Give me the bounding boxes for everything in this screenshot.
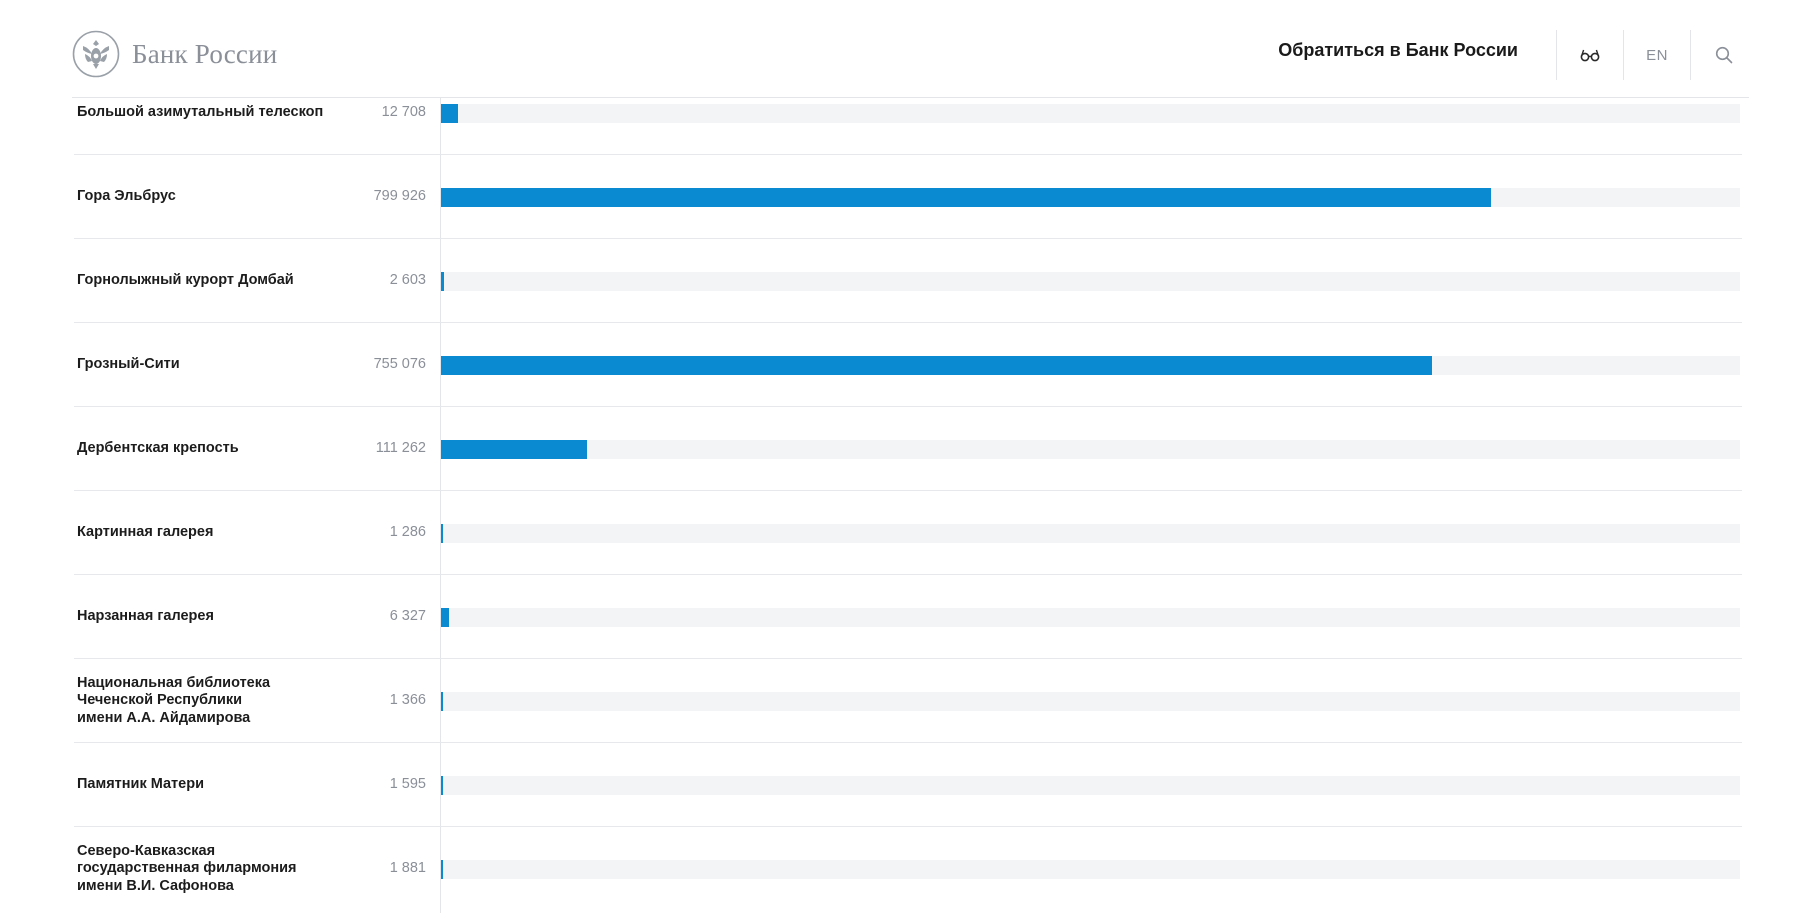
bar (441, 859, 444, 879)
bar (441, 439, 587, 459)
row-label: Картинная галерея (77, 524, 214, 541)
row-value-label: 12 708 (381, 104, 426, 120)
chart-row: Картинная галерея 1 286 (74, 491, 1742, 575)
row-divider (74, 826, 1742, 827)
contact-bank-link[interactable]: Обратиться в Банк России (1278, 40, 1518, 60)
search-icon (1715, 46, 1733, 64)
glasses-icon (1580, 49, 1600, 62)
row-value-label: 6 327 (389, 608, 426, 624)
header-divider (1556, 30, 1557, 80)
row-divider (74, 322, 1742, 323)
row-divider (74, 490, 1742, 491)
row-label: Северо-Кавказская государственная филарм… (77, 842, 297, 894)
row-value-label: 1 881 (389, 860, 426, 876)
row-label: Грозный-Сити (77, 356, 180, 373)
bar (441, 523, 443, 543)
bar-track (441, 355, 1740, 375)
search-button[interactable] (1691, 30, 1757, 80)
language-switch[interactable]: EN (1624, 30, 1690, 80)
row-divider (74, 742, 1742, 743)
bar-track (441, 607, 1740, 627)
bar (441, 103, 458, 123)
chart-row: Горнолыжный курорт Домбай 2 603 (74, 239, 1742, 323)
chart-row: Нарзанная галерея 6 327 (74, 575, 1742, 659)
header-divider-line (72, 97, 1749, 98)
chart-axis-line (440, 98, 441, 913)
row-divider (74, 238, 1742, 239)
bar-track (441, 439, 1740, 459)
chart-row: Северо-Кавказская государственная филарм… (74, 827, 1742, 911)
row-value-label: 1 595 (389, 776, 426, 792)
chart-row: Национальная библиотека Чеченской Респуб… (74, 659, 1742, 743)
row-value-label: 111 262 (375, 440, 426, 456)
bar-track (441, 691, 1740, 711)
chart-row: Гора Эльбрус 799 926 (74, 155, 1742, 239)
row-value-label: 755 076 (373, 356, 426, 372)
row-label: Большой азимутальный телескоп (77, 104, 324, 121)
accessibility-button[interactable] (1557, 30, 1623, 80)
bar (441, 271, 445, 291)
row-divider (74, 154, 1742, 155)
bar (441, 355, 1432, 375)
row-value-label: 1 286 (389, 524, 426, 540)
row-label: Дербентская крепость (77, 440, 239, 457)
header-divider (1690, 30, 1691, 80)
row-label: Нарзанная галерея (77, 608, 214, 625)
bank-logo[interactable]: Банк России (72, 30, 277, 78)
header-divider (1623, 30, 1624, 80)
chart-row: Большой азимутальный телескоп 12 708 (74, 71, 1742, 155)
row-label: Гора Эльбрус (77, 188, 176, 205)
row-value-label: 2 603 (389, 272, 426, 288)
row-divider (74, 658, 1742, 659)
chart-row: Памятник Матери 1 595 (74, 743, 1742, 827)
bar-chart: Большой азимутальный телескоп 12 708 Гора … (74, 98, 1742, 913)
row-value-label: 799 926 (373, 188, 426, 204)
bar-track (441, 187, 1740, 207)
bar-track (441, 859, 1740, 879)
bar (441, 607, 450, 627)
row-label: Памятник Матери (77, 776, 204, 793)
site-header: Банк России Обратиться в Банк России EN (0, 0, 1804, 98)
bar (441, 691, 443, 711)
bar-track (441, 523, 1740, 543)
row-label: Национальная библиотека Чеченской Респуб… (77, 674, 271, 726)
chart-row: Дербентская крепость 111 262 (74, 407, 1742, 491)
chart-row: Грозный-Сити 755 076 (74, 323, 1742, 407)
logo-text: Банк России (132, 38, 278, 69)
row-label: Горнолыжный курорт Домбай (77, 272, 294, 289)
language-label: EN (1646, 46, 1668, 64)
bar (441, 775, 444, 795)
row-value-label: 1 366 (389, 692, 426, 708)
row-divider (74, 574, 1742, 575)
double-headed-eagle-emblem-icon (72, 30, 120, 78)
bar-track (441, 271, 1740, 291)
bar-track (441, 775, 1740, 795)
bar (441, 187, 1491, 207)
bar-track (441, 103, 1740, 123)
row-divider (74, 406, 1742, 407)
